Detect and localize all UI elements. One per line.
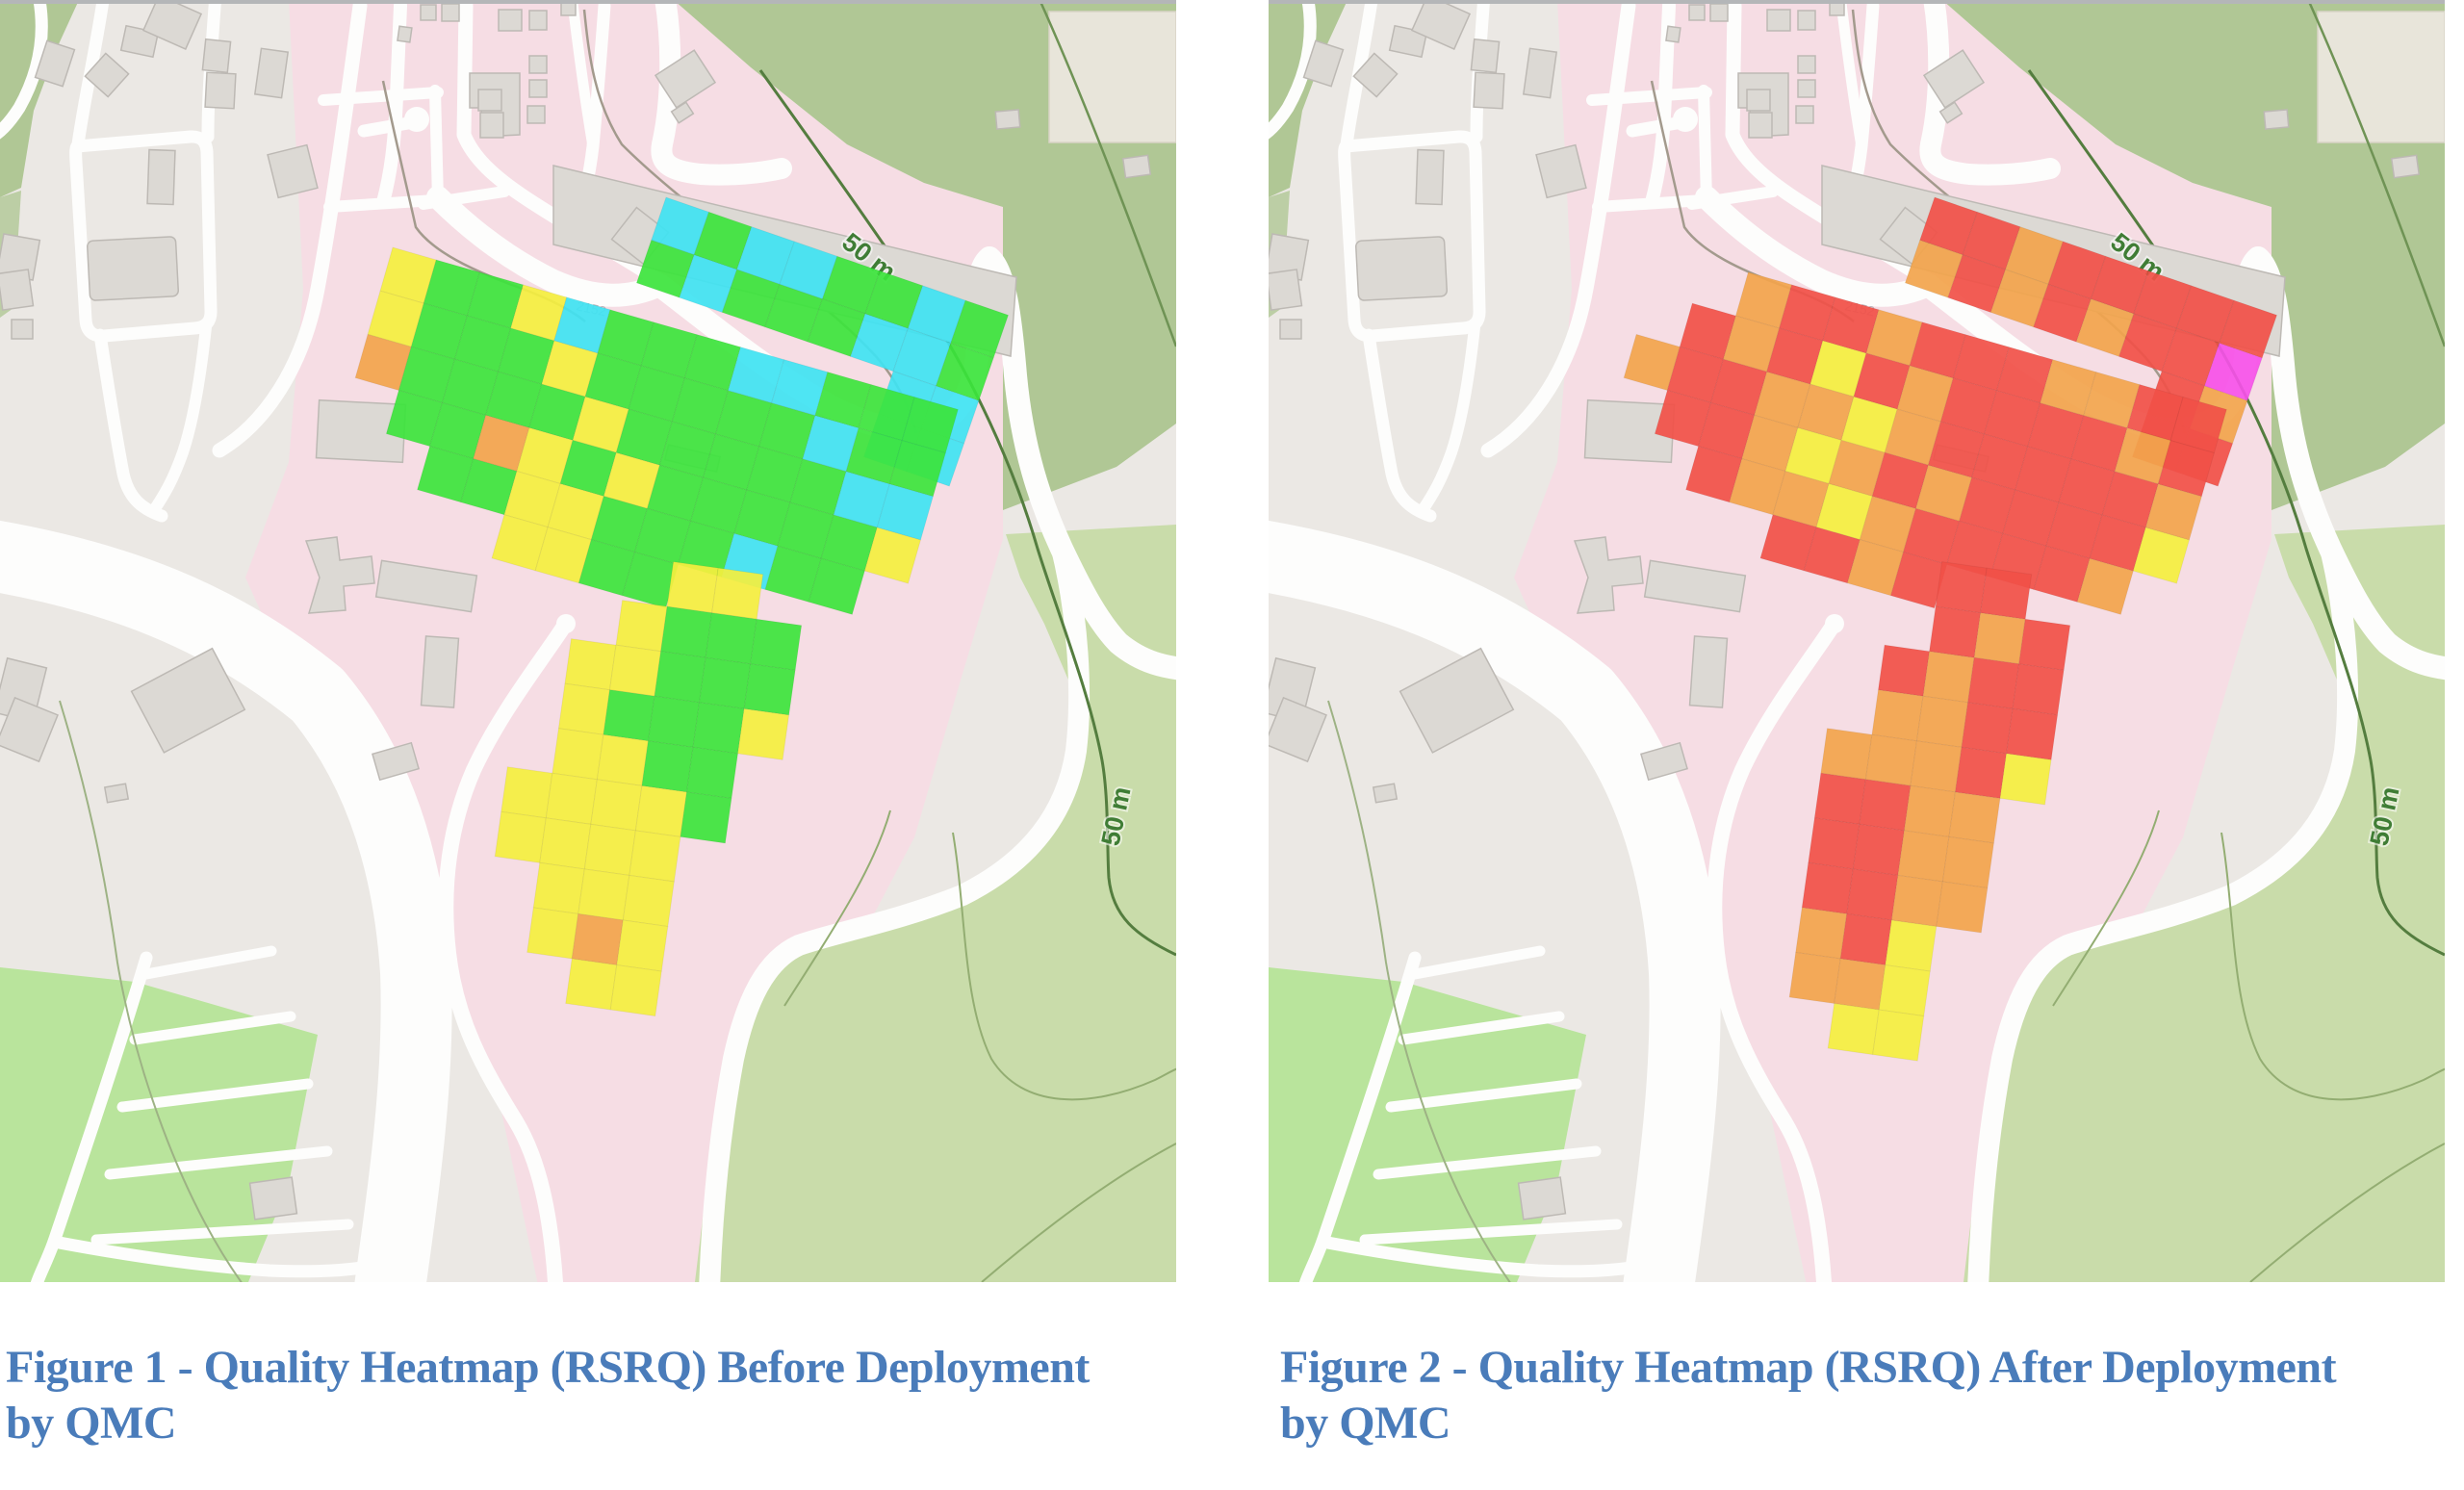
heatmap-cell xyxy=(1839,912,1892,966)
heatmap-cell xyxy=(1864,733,1918,786)
heatmap-cell xyxy=(1808,817,1861,870)
heatmap-cell xyxy=(1813,772,1866,825)
heatmap-cell xyxy=(590,779,643,832)
heatmap-cell xyxy=(500,766,553,819)
heatmap-cell xyxy=(1966,656,2020,709)
heatmap-cell xyxy=(1980,567,2033,620)
heatmap-cell xyxy=(1885,919,1938,972)
heatmap-overlay-after xyxy=(1623,196,2278,1062)
heatmap-cell xyxy=(736,707,790,760)
figure2-caption-line2: by QMC xyxy=(1280,1397,1451,1449)
heatmap-cell xyxy=(1954,746,2008,799)
heatmap-cell xyxy=(1928,605,1982,658)
heatmap-cell xyxy=(564,638,617,691)
heatmap-cell xyxy=(863,527,922,584)
heatmap-cell xyxy=(692,702,745,755)
figure1-caption-line1: Figure 1 - Quality Heatmap (RSRQ) Before… xyxy=(6,1342,1090,1393)
heatmap-cell xyxy=(1936,881,1989,934)
heatmap-cell xyxy=(1859,779,1912,832)
figure1-caption: Figure 1 - Quality Heatmap (RSRQ) Before… xyxy=(6,1340,1175,1451)
heatmap-cell xyxy=(1834,958,1886,1011)
figure1-caption-line2: by QMC xyxy=(6,1397,177,1449)
heatmap-cell xyxy=(1795,907,1848,960)
heatmap-cell xyxy=(666,561,719,614)
heatmap-cell xyxy=(647,695,701,748)
heatmap-cell xyxy=(1872,1009,1925,1062)
heatmap-cell xyxy=(1941,835,1995,889)
heatmap-cell xyxy=(616,919,669,972)
heatmap-cell xyxy=(1948,791,2001,844)
heatmap-cell xyxy=(2012,663,2065,716)
heatmap-cell xyxy=(494,810,547,863)
heatmap-cell xyxy=(539,817,592,870)
heatmap-cell xyxy=(1877,644,1931,697)
heatmap-cell xyxy=(1801,861,1854,914)
heatmap-cell xyxy=(583,823,636,876)
heatmap-cell xyxy=(1910,740,1963,793)
heatmap-cell xyxy=(1871,689,1924,742)
map-figure-1-image xyxy=(0,0,1194,1282)
heatmap-cell xyxy=(698,656,752,709)
heatmap-cell xyxy=(578,868,630,921)
heatmap-cell xyxy=(680,791,732,844)
heatmap-cell xyxy=(1903,784,1957,837)
heatmap-cell xyxy=(1973,612,2026,665)
heatmap-cell xyxy=(654,651,706,704)
heatmap-cell xyxy=(532,861,585,914)
figures-canvas: 2152 50 m 50 m xyxy=(0,0,2464,1282)
figure2-caption-line1: Figure 2 - Quality Heatmap (RSRQ) After … xyxy=(1280,1342,2337,1393)
heatmap-cell xyxy=(705,612,757,665)
heatmap-cell xyxy=(571,912,624,966)
heatmap-cell xyxy=(1915,695,1969,748)
heatmap-cell xyxy=(622,874,675,928)
heatmap-cell xyxy=(1820,728,1873,781)
heatmap-cell xyxy=(634,784,688,837)
heatmap-cell xyxy=(565,958,618,1011)
heatmap-cell xyxy=(1852,823,1905,876)
heatmap-cell xyxy=(1846,868,1899,921)
maps-area: 2152 50 m 50 m xyxy=(0,0,2464,1282)
heatmap-cell xyxy=(641,740,694,793)
heatmap-cell xyxy=(1890,874,1943,928)
heatmap-cell xyxy=(629,830,681,883)
heatmap-cell xyxy=(603,689,655,742)
heatmap-cell xyxy=(608,644,662,697)
heatmap-cell xyxy=(743,663,796,716)
heatmap-cell xyxy=(526,907,579,960)
heatmap-cell xyxy=(2018,618,2071,671)
heatmap-cell xyxy=(1922,651,1975,704)
heatmap-cell xyxy=(1961,702,2014,755)
heatmap-cell xyxy=(685,746,739,799)
heatmap-cell xyxy=(1827,1002,1880,1056)
heatmap-cell xyxy=(1935,561,1988,614)
heatmap-cell xyxy=(1788,951,1841,1005)
heatmap-cell xyxy=(750,618,803,671)
heatmap-cell xyxy=(808,557,865,615)
heatmap-cell xyxy=(596,733,650,786)
heatmap-cell xyxy=(2076,557,2134,615)
heatmap-overlay-before xyxy=(354,196,1010,1017)
heatmap-cell xyxy=(1878,963,1931,1017)
heatmap-cell xyxy=(557,682,611,735)
heatmap-cell xyxy=(1999,753,2052,806)
heatmap-cell xyxy=(2005,707,2059,760)
heatmap-cell xyxy=(711,567,764,620)
heatmap-cell xyxy=(659,605,713,658)
heatmap-cell xyxy=(1897,830,1950,883)
figure2-caption: Figure 2 - Quality Heatmap (RSRQ) After … xyxy=(1280,1340,2450,1451)
heatmap-cell xyxy=(615,600,668,653)
heatmap-cell xyxy=(545,772,598,825)
heatmap-cell xyxy=(2132,527,2191,584)
heatmap-cell xyxy=(609,963,662,1017)
heatmap-cell xyxy=(552,728,604,781)
map-figure-2-image xyxy=(1249,0,2462,1282)
